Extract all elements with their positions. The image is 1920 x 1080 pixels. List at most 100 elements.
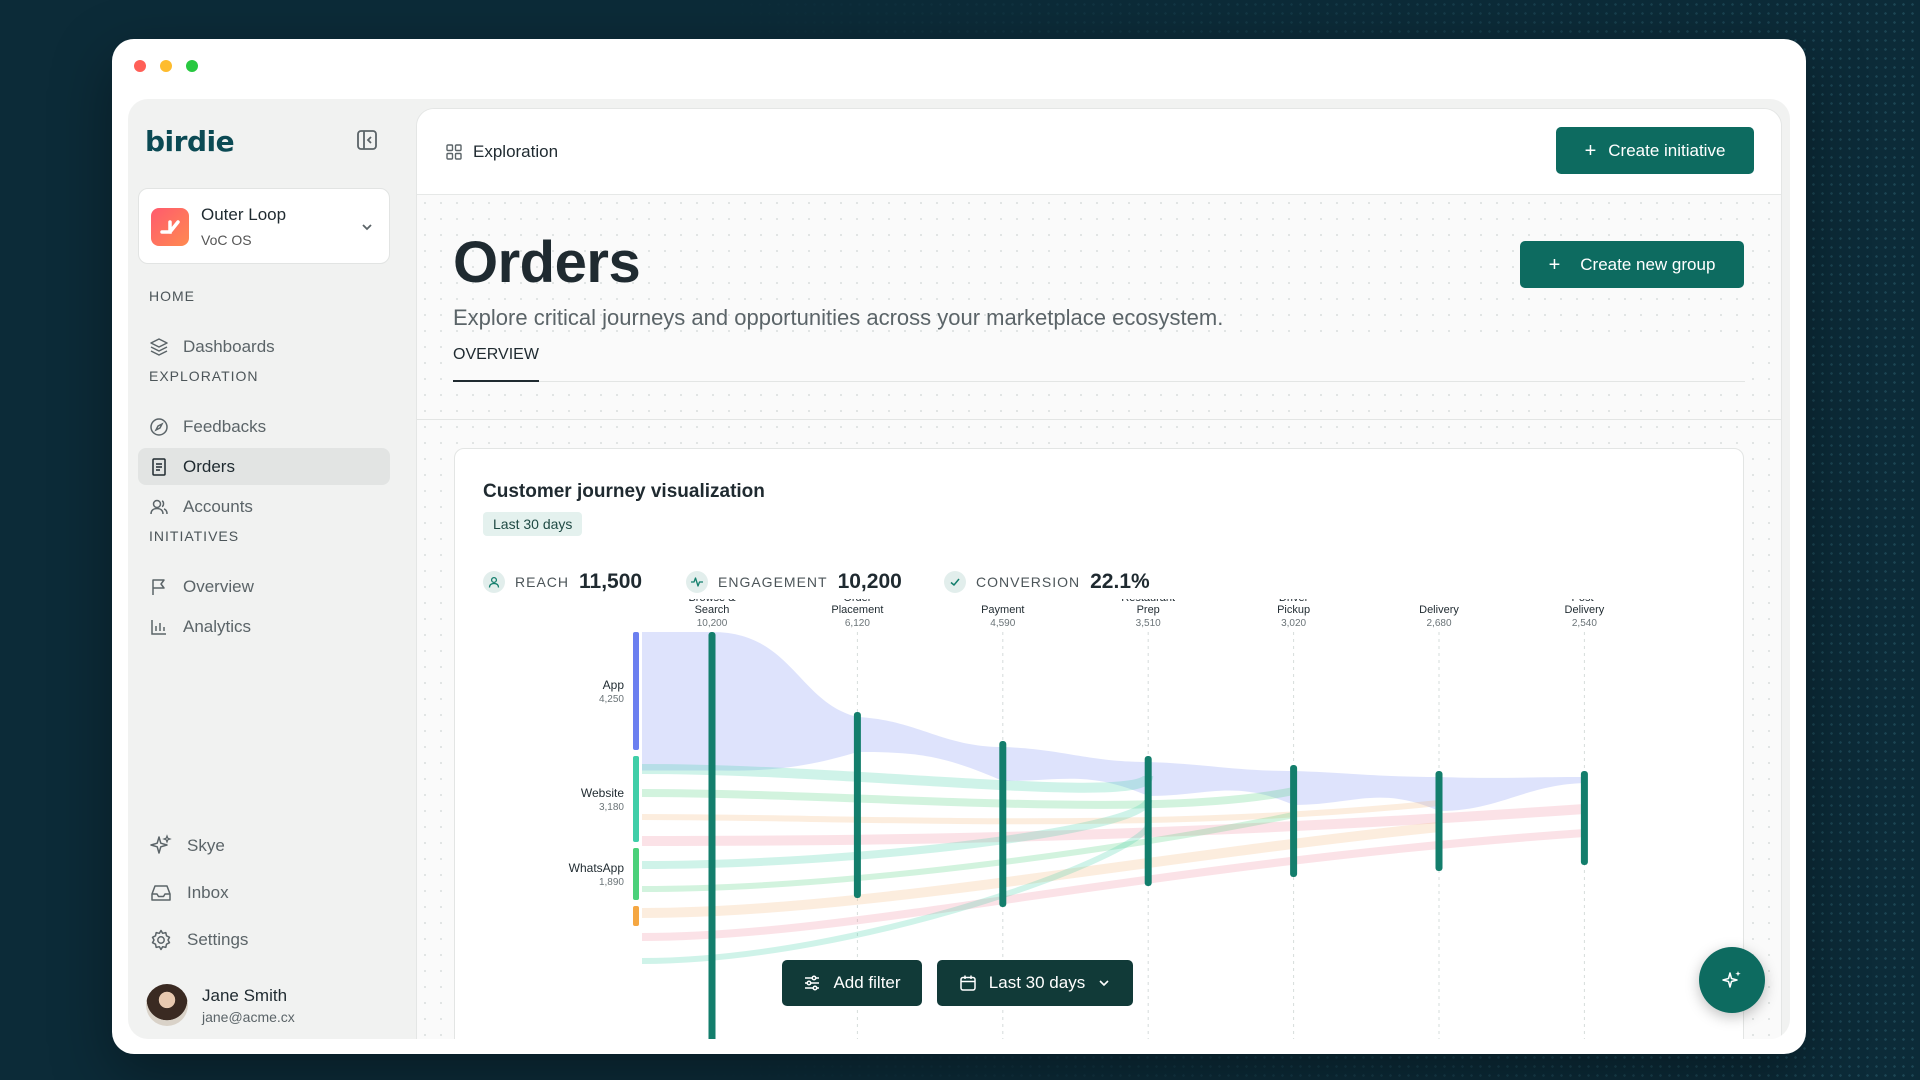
section-title-exploration: EXPLORATION xyxy=(149,368,259,384)
metric-value: 22.1% xyxy=(1090,570,1150,593)
stage-label: Delivery xyxy=(1419,604,1459,616)
date-range-dropdown[interactable]: Last 30 days xyxy=(937,960,1133,1006)
ai-assistant-button[interactable] xyxy=(1699,947,1765,1013)
user-profile[interactable]: Jane Smith jane@acme.cx xyxy=(146,984,295,1026)
flow-line xyxy=(641,787,1295,809)
flow-line xyxy=(641,764,1154,793)
section-title-initiatives: INITIATIVES xyxy=(149,528,240,544)
source-value: 3,180 xyxy=(599,802,624,813)
flow-line xyxy=(641,798,1153,869)
sidebar-item-feedbacks[interactable]: Feedbacks xyxy=(138,408,390,445)
metric-label: REACH xyxy=(515,574,570,590)
metric-conversion: CONVERSION 22.1% xyxy=(944,570,1150,594)
stage-value: 3,020 xyxy=(1281,618,1306,629)
minimize-window-button[interactable] xyxy=(160,60,172,72)
collapse-sidebar-icon[interactable] xyxy=(356,129,378,151)
stage-label: Order xyxy=(843,599,871,604)
flag-icon xyxy=(149,577,169,597)
tab-overview[interactable]: OVERVIEW xyxy=(453,339,539,382)
gear-icon xyxy=(149,928,173,952)
source-label: App xyxy=(603,678,625,692)
stage-value: 2,680 xyxy=(1426,618,1451,629)
workspace-switcher[interactable]: Outer Loop VoC OS xyxy=(138,188,390,264)
sidebar-item-orders[interactable]: Orders xyxy=(138,448,390,485)
sidebar-item-label: Skye xyxy=(187,836,225,855)
stage-value: 3,510 xyxy=(1136,618,1161,629)
sidebar-item-label: Accounts xyxy=(183,496,253,516)
grid-icon xyxy=(445,143,463,161)
flow-line xyxy=(641,829,1585,941)
add-filter-label: Add filter xyxy=(833,973,901,992)
metric-label: ENGAGEMENT xyxy=(718,574,828,590)
inbox-icon xyxy=(149,881,173,905)
stage-label: Delivery xyxy=(1565,604,1605,616)
stage-label: Search xyxy=(695,604,730,616)
plus-icon: + xyxy=(1584,139,1597,162)
source-bar-app xyxy=(633,632,639,750)
sidebar-item-label: Analytics xyxy=(183,616,252,636)
user-icon xyxy=(483,571,505,593)
section-divider xyxy=(417,419,1781,420)
compass-icon xyxy=(149,417,169,437)
sidebar-item-analytics[interactable]: Analytics xyxy=(138,608,390,645)
workspace-name: Outer Loop xyxy=(201,205,287,224)
sidebar-item-skye[interactable]: Skye xyxy=(149,834,225,858)
sidebar-item-accounts[interactable]: Accounts xyxy=(138,488,390,525)
sidebar-item-inbox[interactable]: Inbox xyxy=(149,881,229,905)
journey-card: Customer journey visualization Last 30 d… xyxy=(454,448,1744,1039)
bar-chart-icon xyxy=(149,617,169,637)
workspace-logo-icon xyxy=(151,208,189,246)
page-content: Orders Explore critical journeys and opp… xyxy=(417,195,1781,1039)
receipt-icon xyxy=(149,457,169,477)
breadcrumb[interactable]: Exploration xyxy=(445,142,558,162)
main-panel: Exploration + Create initiative Orders E… xyxy=(416,108,1782,1039)
breadcrumb-label: Exploration xyxy=(473,142,559,161)
journey-sankey-chart: App 4,250 Website 3,180 WhatsApp 1,890 Browse … xyxy=(569,599,1605,1039)
sidebar-item-overview[interactable]: Overview xyxy=(138,568,390,605)
sidebar-item-settings[interactable]: Settings xyxy=(149,928,248,952)
metric-reach: REACH 11,500 xyxy=(483,570,642,594)
activity-icon xyxy=(686,571,708,593)
stage-bar xyxy=(1580,771,1588,865)
date-range-label: Last 30 days xyxy=(988,973,1086,992)
flow-line xyxy=(641,800,1440,825)
sidebar: birdie Outer Loop VoC OS HOME Dashboards… xyxy=(128,99,418,1039)
create-initiative-label: Create initiative xyxy=(1608,140,1726,160)
tab-bar: OVERVIEW xyxy=(453,339,1745,382)
close-window-button[interactable] xyxy=(134,60,146,72)
add-filter-button[interactable]: Add filter xyxy=(782,960,922,1006)
page-title: Orders xyxy=(453,230,641,295)
sidebar-item-label: Inbox xyxy=(187,883,229,902)
flow-line xyxy=(641,812,1295,892)
stage-value: 2,540 xyxy=(1572,618,1597,629)
birdie-logo[interactable]: birdie xyxy=(145,125,235,158)
metric-value: 11,500 xyxy=(579,570,643,593)
flow-app xyxy=(642,632,1585,811)
create-initiative-button[interactable]: + Create initiative xyxy=(1556,127,1754,174)
layers-icon xyxy=(149,337,169,357)
stage-label: Browse & xyxy=(688,599,736,604)
app-window: birdie Outer Loop VoC OS HOME Dashboards… xyxy=(112,39,1806,1054)
workspace-subtitle: VoC OS xyxy=(201,232,252,248)
sidebar-item-label: Overview xyxy=(183,576,254,596)
stage-label: Payment xyxy=(981,604,1024,616)
create-new-group-label: Create new group xyxy=(1580,254,1716,274)
stage-label: Post- xyxy=(1572,599,1598,604)
date-range-badge: Last 30 days xyxy=(483,512,583,536)
sidebar-item-dashboards[interactable]: Dashboards xyxy=(138,328,390,365)
stage-bar xyxy=(1144,756,1152,886)
stage-bar xyxy=(999,741,1007,907)
app-shell: birdie Outer Loop VoC OS HOME Dashboards… xyxy=(128,99,1790,1039)
create-new-group-button[interactable]: + Create new group xyxy=(1520,241,1744,288)
stage-label: Prep xyxy=(1137,604,1160,616)
sidebar-item-label: Feedbacks xyxy=(183,416,267,436)
stage-label: Pickup xyxy=(1277,604,1310,616)
window-controls xyxy=(134,60,198,72)
stage-value: 10,200 xyxy=(697,618,728,629)
maximize-window-button[interactable] xyxy=(186,60,198,72)
sliders-icon xyxy=(803,974,821,992)
sparkle-icon xyxy=(149,834,173,858)
sparkle-icon xyxy=(1721,969,1743,991)
page-subtitle: Explore critical journeys and opportunit… xyxy=(453,305,1224,330)
user-name: Jane Smith xyxy=(202,985,288,1005)
